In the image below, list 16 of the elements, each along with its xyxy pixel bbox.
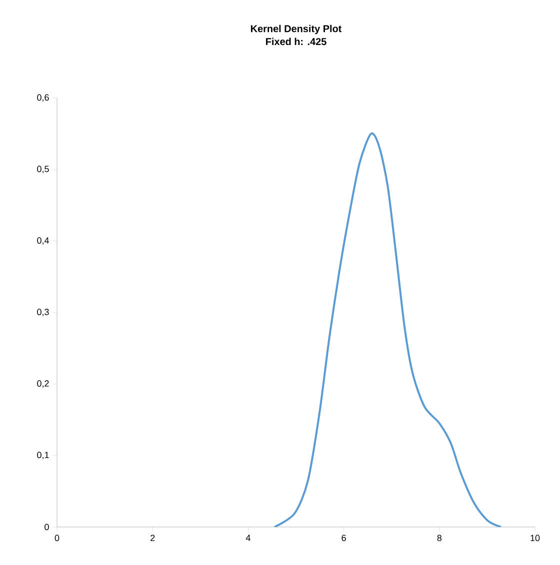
y-tick-label: 0,4 bbox=[37, 237, 49, 245]
y-tick-label: 0,1 bbox=[37, 452, 49, 460]
y-tick-label: 0 bbox=[44, 524, 49, 530]
x-tick-label: 4 bbox=[246, 534, 250, 541]
y-tick-label: 0,5 bbox=[37, 166, 49, 174]
x-tick-label: 10 bbox=[530, 534, 540, 542]
chart-subtitle: Fixed h: .425 bbox=[266, 38, 326, 46]
y-tick-label: 0,2 bbox=[37, 380, 49, 388]
chart-title: Kernel Density Plot bbox=[251, 24, 342, 34]
y-tick-label: 0,3 bbox=[37, 308, 49, 316]
line-series bbox=[273, 132, 502, 527]
y-tick-label: 0,6 bbox=[37, 94, 49, 102]
x-tick-label: 8 bbox=[437, 534, 442, 542]
x-tick-label: 6 bbox=[342, 534, 346, 542]
x-tick-label: 0 bbox=[54, 534, 60, 542]
x-tick-label: 2 bbox=[150, 534, 155, 542]
